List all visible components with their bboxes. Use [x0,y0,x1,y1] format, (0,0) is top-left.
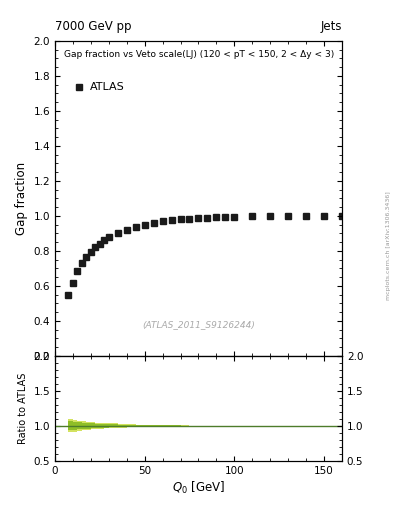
Text: 7000 GeV pp: 7000 GeV pp [55,20,132,33]
Legend: ATLAS: ATLAS [69,78,129,97]
X-axis label: $Q_0$ [GeV]: $Q_0$ [GeV] [172,480,225,496]
Text: mcplots.cern.ch [arXiv:1306.3436]: mcplots.cern.ch [arXiv:1306.3436] [386,191,391,300]
Y-axis label: Ratio to ATLAS: Ratio to ATLAS [18,373,28,444]
Text: Gap fraction vs Veto scale(LJ) (120 < pT < 150, 2 < Δy < 3): Gap fraction vs Veto scale(LJ) (120 < pT… [64,50,334,59]
Text: (ATLAS_2011_S9126244): (ATLAS_2011_S9126244) [142,320,255,329]
Text: Jets: Jets [320,20,342,33]
Y-axis label: Gap fraction: Gap fraction [15,162,28,235]
